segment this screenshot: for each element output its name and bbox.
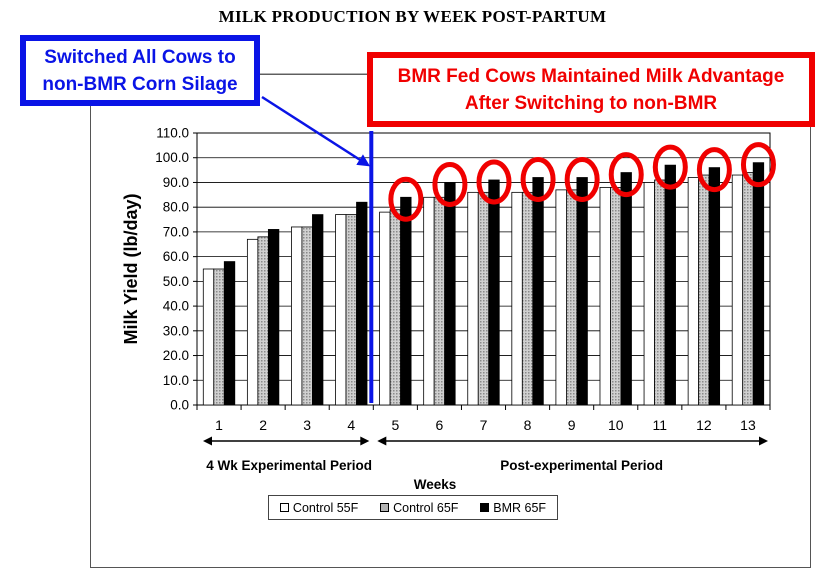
bar-week-11-series-3: [665, 165, 676, 405]
bar-week-3-series-2: [302, 227, 313, 405]
arrowhead-right-start: [377, 437, 386, 446]
bar-week-1-series-2: [214, 269, 225, 405]
y-tick-label: 110.0: [156, 126, 189, 141]
y-tick-label: 90.0: [163, 175, 189, 190]
x-tick-label-13: 13: [740, 417, 756, 433]
x-tick-label-12: 12: [696, 417, 712, 433]
y-tick-label: 80.0: [163, 200, 189, 215]
bar-week-1-series-3: [224, 262, 235, 405]
period-label-experimental: 4 Wk Experimental Period: [206, 458, 372, 473]
x-tick-label-1: 1: [215, 417, 223, 433]
bar-week-4-series-3: [357, 202, 368, 405]
bar-week-13-series-2: [743, 173, 754, 405]
bar-week-10-series-2: [610, 187, 621, 405]
y-tick-label: 100.0: [155, 150, 189, 165]
legend-item-bmr-65f: BMR 65F: [480, 501, 546, 515]
x-tick-label-9: 9: [568, 417, 576, 433]
bar-week-9-series-3: [577, 178, 588, 405]
bar-week-7-series-3: [489, 180, 500, 405]
bar-week-8-series-2: [522, 192, 533, 405]
bar-week-6-series-3: [445, 182, 456, 405]
red-callout-line-2: After Switching to non-BMR: [373, 90, 809, 117]
bar-week-10-series-3: [621, 173, 632, 405]
legend: Control 55F Control 65F BMR 65F: [268, 495, 558, 520]
bar-week-5-series-3: [401, 197, 412, 405]
x-axis-label: Weeks: [414, 477, 457, 492]
y-tick-label: 70.0: [163, 224, 189, 239]
x-tick-label-5: 5: [391, 417, 399, 433]
x-tick-label-6: 6: [436, 417, 444, 433]
bar-week-2-series-1: [247, 239, 258, 405]
blue-callout: Switched All Cows to non-BMR Corn Silage: [20, 35, 260, 106]
y-tick-label: 20.0: [163, 348, 189, 363]
legend-swatch-bmr-65f: [480, 503, 489, 512]
bar-week-6-series-2: [434, 197, 445, 405]
x-tick-label-8: 8: [524, 417, 532, 433]
period-label-post-experimental: Post-experimental Period: [500, 458, 663, 473]
y-tick-label: 40.0: [163, 299, 189, 314]
legend-item-control-65f: Control 65F: [380, 501, 458, 515]
bar-week-6-series-1: [424, 197, 435, 405]
legend-item-control-55f: Control 55F: [280, 501, 358, 515]
bar-week-3-series-1: [291, 227, 302, 405]
arrowhead-left: [203, 437, 212, 446]
blue-callout-line-2: non-BMR Corn Silage: [26, 71, 254, 98]
bar-week-4-series-2: [346, 215, 357, 405]
x-tick-label-11: 11: [653, 417, 668, 433]
arrowhead-left-end: [360, 437, 369, 446]
bar-week-3-series-3: [312, 215, 323, 405]
legend-label-control-55f: Control 55F: [293, 501, 358, 515]
bar-week-12-series-1: [688, 178, 699, 405]
bar-week-11-series-2: [655, 180, 666, 405]
x-tick-label-10: 10: [608, 417, 624, 433]
legend-label-control-65f: Control 65F: [393, 501, 458, 515]
y-axis-label: Milk Yield (lb/day): [121, 193, 141, 344]
x-tick-label-7: 7: [480, 417, 488, 433]
bar-week-13-series-1: [732, 175, 743, 405]
x-tick-label-2: 2: [259, 417, 267, 433]
y-tick-label: 60.0: [163, 249, 189, 264]
red-callout: BMR Fed Cows Maintained Milk Advantage A…: [367, 52, 815, 127]
arrowhead-right: [759, 437, 768, 446]
bar-week-2-series-2: [258, 237, 269, 405]
y-tick-label: 30.0: [163, 323, 189, 338]
bar-week-5-series-2: [390, 210, 401, 405]
bar-week-9-series-2: [566, 190, 577, 405]
bar-week-12-series-3: [709, 168, 720, 405]
bar-week-11-series-1: [644, 182, 655, 405]
bar-week-10-series-1: [600, 187, 611, 405]
bar-week-9-series-1: [556, 190, 567, 405]
x-tick-label-4: 4: [347, 417, 355, 433]
bar-week-12-series-2: [699, 175, 710, 405]
bar-week-7-series-1: [468, 192, 479, 405]
legend-label-bmr-65f: BMR 65F: [493, 501, 546, 515]
bar-week-5-series-1: [380, 212, 391, 405]
legend-swatch-control-65f: [380, 503, 389, 512]
x-tick-label-3: 3: [303, 417, 311, 433]
legend-swatch-control-55f: [280, 503, 289, 512]
bar-week-4-series-1: [336, 215, 347, 405]
bar-week-7-series-2: [478, 192, 489, 405]
bar-week-8-series-3: [533, 178, 544, 405]
y-tick-label: 50.0: [163, 274, 189, 289]
red-callout-line-1: BMR Fed Cows Maintained Milk Advantage: [373, 63, 809, 90]
y-tick-label: 0.0: [170, 398, 189, 413]
bar-week-2-series-3: [268, 229, 279, 405]
bar-week-13-series-3: [753, 163, 764, 405]
bar-week-8-series-1: [512, 192, 522, 405]
blue-callout-line-1: Switched All Cows to: [26, 44, 254, 71]
y-tick-label: 10.0: [163, 373, 189, 388]
bar-week-1-series-1: [203, 269, 214, 405]
